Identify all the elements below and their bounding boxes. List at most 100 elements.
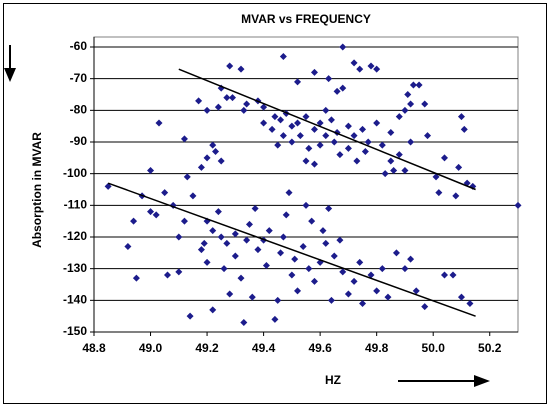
point xyxy=(268,125,276,133)
point xyxy=(302,157,310,165)
point xyxy=(361,148,369,155)
point xyxy=(277,116,285,124)
y-tick-label: -80 xyxy=(70,103,88,117)
point xyxy=(415,81,423,89)
point xyxy=(271,315,279,323)
point xyxy=(209,141,217,149)
point xyxy=(359,300,367,307)
point xyxy=(384,293,392,301)
point xyxy=(302,113,310,121)
point xyxy=(132,274,140,282)
point xyxy=(265,227,273,235)
point xyxy=(200,239,208,247)
point xyxy=(274,296,282,304)
point xyxy=(186,312,194,320)
point xyxy=(441,271,449,279)
point xyxy=(359,125,367,133)
y-tick-label: -130 xyxy=(63,261,87,275)
point xyxy=(350,59,358,67)
point xyxy=(339,84,347,92)
point xyxy=(401,265,409,273)
point xyxy=(367,62,375,70)
point xyxy=(175,268,183,276)
point xyxy=(305,144,313,152)
point xyxy=(373,119,381,127)
point xyxy=(226,290,234,298)
point xyxy=(310,125,318,133)
point xyxy=(288,271,296,279)
point xyxy=(330,138,338,146)
point xyxy=(466,300,474,307)
point xyxy=(175,233,183,241)
point xyxy=(223,239,231,247)
point xyxy=(147,167,155,174)
point xyxy=(243,236,251,244)
point xyxy=(203,258,211,266)
point xyxy=(457,293,465,301)
point xyxy=(302,201,310,209)
point xyxy=(243,100,251,108)
point xyxy=(279,53,287,60)
y-axis-label: Absorption in MVAR xyxy=(30,132,44,248)
point xyxy=(282,211,290,219)
point xyxy=(325,75,333,83)
point xyxy=(407,100,415,108)
point xyxy=(254,246,262,254)
point xyxy=(229,94,237,102)
point xyxy=(180,217,188,225)
trend-line xyxy=(178,68,476,191)
y-tick-label: -60 xyxy=(70,39,88,53)
point xyxy=(435,189,443,197)
point xyxy=(373,287,381,295)
point xyxy=(401,167,409,174)
x-tick-label: 49.0 xyxy=(139,341,163,355)
point xyxy=(325,205,333,212)
point xyxy=(161,189,169,197)
point xyxy=(245,220,253,228)
point xyxy=(457,113,465,121)
point xyxy=(319,227,327,235)
point xyxy=(333,87,341,95)
point xyxy=(183,173,191,181)
point xyxy=(130,217,138,225)
point xyxy=(401,106,409,114)
x-tick-label: 49.2 xyxy=(195,341,219,355)
point xyxy=(373,65,381,73)
point xyxy=(197,163,205,171)
point xyxy=(356,65,364,73)
point xyxy=(395,113,403,121)
point xyxy=(378,265,386,273)
point xyxy=(409,81,417,89)
point xyxy=(203,106,211,114)
x-tick-label: 48.8 xyxy=(82,341,106,355)
right-arrow xyxy=(398,375,490,387)
point xyxy=(240,319,248,326)
point xyxy=(274,141,282,149)
point xyxy=(310,160,318,168)
point xyxy=(322,106,330,114)
point xyxy=(344,290,352,298)
point xyxy=(316,141,324,149)
point xyxy=(240,106,248,114)
point xyxy=(212,148,220,155)
point xyxy=(421,100,429,108)
point xyxy=(407,138,415,146)
point xyxy=(316,119,324,127)
point xyxy=(285,189,293,197)
point xyxy=(248,293,256,301)
point xyxy=(404,91,412,98)
point xyxy=(378,141,386,149)
point xyxy=(364,138,372,146)
point xyxy=(310,277,318,285)
point xyxy=(214,103,222,111)
point xyxy=(231,230,239,238)
point xyxy=(294,119,302,127)
point xyxy=(217,157,225,165)
x-tick-label: 50.0 xyxy=(422,341,446,355)
point xyxy=(387,129,395,136)
point xyxy=(460,125,468,133)
chart-title: MVAR vs FREQUENCY xyxy=(241,12,371,26)
point xyxy=(195,97,203,105)
point xyxy=(209,227,217,235)
